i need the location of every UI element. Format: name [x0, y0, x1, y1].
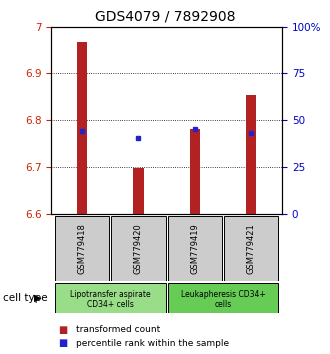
Text: cell type: cell type	[3, 293, 48, 303]
Text: ▶: ▶	[34, 293, 42, 303]
Bar	[246, 95, 256, 214]
FancyBboxPatch shape	[112, 216, 166, 281]
Text: percentile rank within the sample: percentile rank within the sample	[76, 339, 229, 348]
Text: CD34+ cells: CD34+ cells	[87, 300, 134, 309]
Text: GDS4079 / 7892908: GDS4079 / 7892908	[95, 10, 235, 24]
Text: cells: cells	[214, 300, 232, 309]
FancyBboxPatch shape	[168, 283, 278, 313]
Text: Leukapheresis CD34+: Leukapheresis CD34+	[181, 290, 265, 299]
FancyBboxPatch shape	[224, 216, 278, 281]
Text: GSM779421: GSM779421	[247, 223, 256, 274]
Text: ■: ■	[58, 325, 67, 335]
FancyBboxPatch shape	[55, 216, 109, 281]
Bar	[190, 129, 200, 214]
Text: transformed count: transformed count	[76, 325, 160, 335]
Bar	[77, 42, 87, 214]
Text: GSM779418: GSM779418	[78, 223, 87, 274]
Text: GSM779419: GSM779419	[190, 223, 199, 274]
FancyBboxPatch shape	[55, 283, 166, 313]
Text: Lipotransfer aspirate: Lipotransfer aspirate	[70, 290, 150, 299]
FancyBboxPatch shape	[168, 216, 222, 281]
Bar	[133, 168, 144, 214]
Text: GSM779420: GSM779420	[134, 223, 143, 274]
Text: ■: ■	[58, 338, 67, 348]
